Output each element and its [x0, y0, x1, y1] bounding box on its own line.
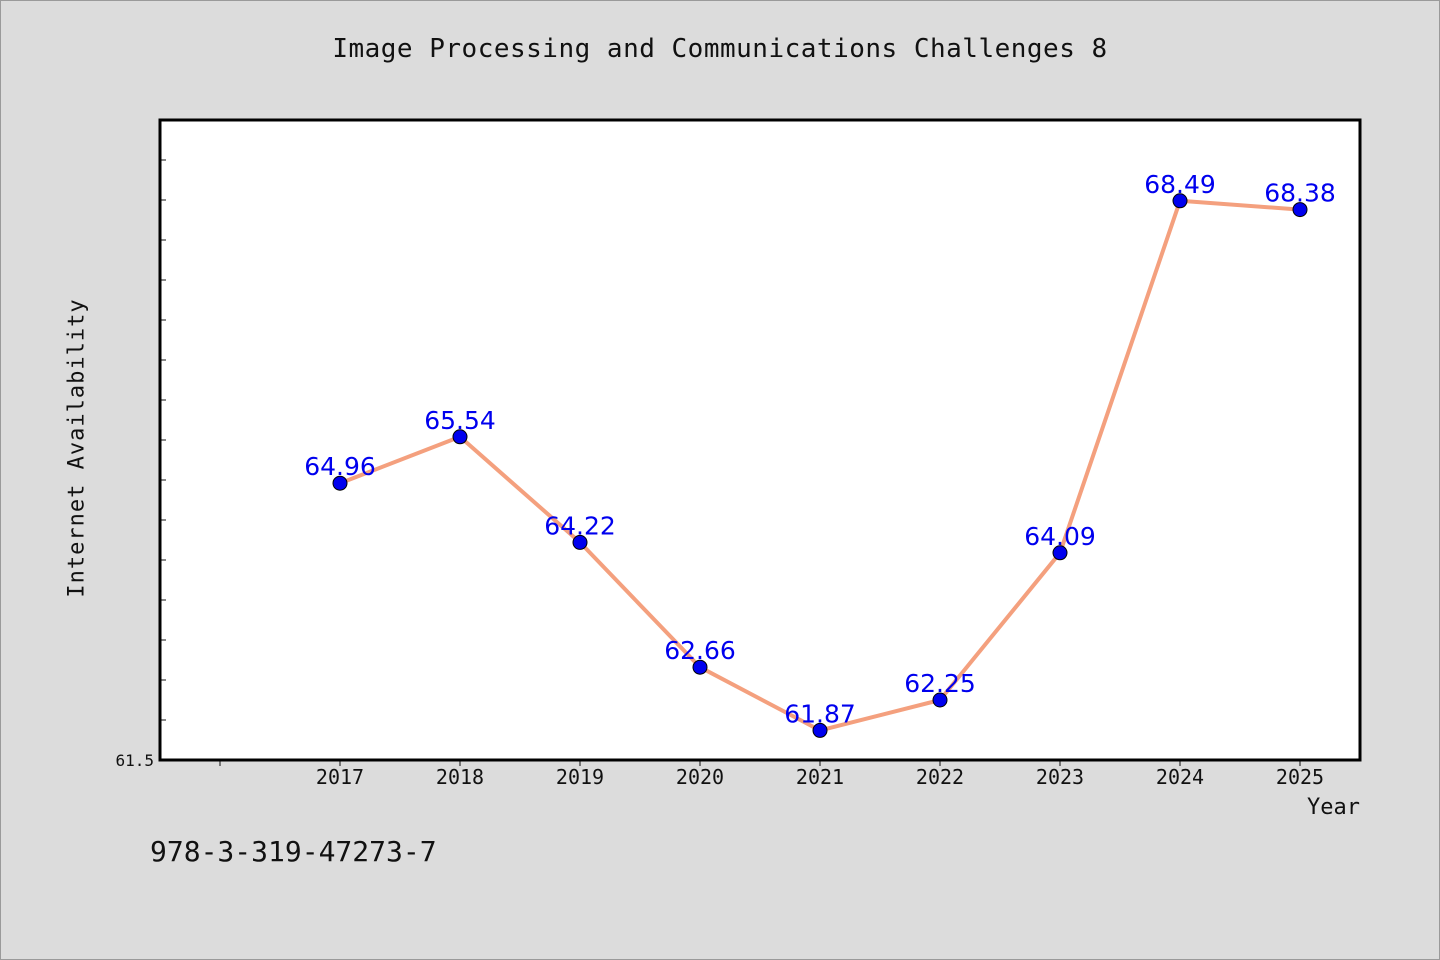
- data-point: [692, 659, 708, 675]
- data-label: 68.49: [1144, 170, 1216, 199]
- data-point: [932, 692, 948, 708]
- x-tick-label: 2021: [796, 765, 844, 789]
- x-tick-label: 2025: [1276, 765, 1324, 789]
- data-point: [812, 722, 828, 738]
- data-label: 64.22: [544, 511, 616, 540]
- data-label: 65.54: [424, 406, 496, 435]
- x-tick-label: 2024: [1156, 765, 1204, 789]
- data-label: 68.38: [1264, 179, 1336, 208]
- data-point: [572, 534, 588, 550]
- y-tick-label: 61.5: [115, 751, 154, 770]
- data-label: 64.96: [304, 452, 376, 481]
- x-tick-label: 2019: [556, 765, 604, 789]
- footnote-isbn: 978-3-319-47273-7: [150, 835, 437, 868]
- x-tick-label: 2017: [316, 765, 364, 789]
- plot-area: [160, 120, 1360, 760]
- x-axis-label: Year: [1307, 795, 1360, 820]
- x-tick-label: 2018: [436, 765, 484, 789]
- data-point: [1172, 193, 1188, 209]
- x-tick-label: 2020: [676, 765, 724, 789]
- data-point: [1052, 545, 1068, 561]
- x-tick-label: 2022: [916, 765, 964, 789]
- data-point: [1292, 202, 1308, 218]
- x-tick-label: 2023: [1036, 765, 1084, 789]
- data-label: 62.66: [664, 636, 736, 665]
- plot-border: [158, 118, 1362, 762]
- data-point: [452, 429, 468, 445]
- chart-title: Image Processing and Communications Chal…: [332, 34, 1108, 64]
- data-label: 62.25: [904, 669, 976, 698]
- data-label: 61.87: [784, 699, 856, 728]
- data-label: 64.09: [1024, 522, 1096, 551]
- data-point: [332, 475, 348, 491]
